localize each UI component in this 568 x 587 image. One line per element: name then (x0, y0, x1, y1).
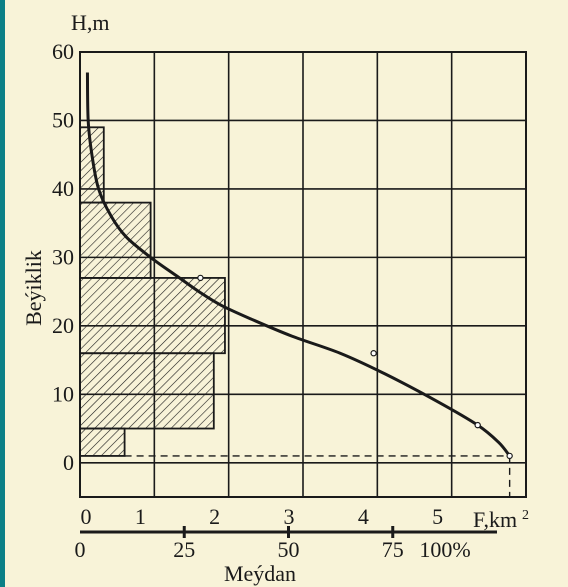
x-tick-label: 3 (284, 504, 295, 529)
x-axis-unit-sup: 2 (522, 508, 529, 523)
y-tick-label: 10 (52, 381, 74, 406)
x-tick-label: 2 (209, 504, 220, 529)
curve-point-marker (506, 452, 513, 460)
x-tick-label: 5 (432, 504, 443, 529)
percent-tick-label: 50 (278, 537, 300, 562)
percent-tick-label: 100% (419, 537, 470, 562)
histogram-bar (79, 352, 215, 430)
percent-tick-label: 25 (173, 537, 195, 562)
histogram-bar (79, 277, 226, 355)
chart-frame: 0 10 20 30 40 50 60 0 1 2 3 4 5 H,m Beýiklik F,km 2 … (5, 0, 568, 587)
x-axis-bottom-title: Meýdan (224, 561, 296, 586)
x-axis-unit: F,km (473, 507, 517, 532)
y-axis-title: Beýiklik (21, 250, 46, 326)
x-tick-label: 0 (81, 504, 92, 529)
reference-dashes (124, 455, 511, 497)
y-axis-unit: H,m (71, 10, 110, 35)
x-tick-label: 4 (358, 504, 369, 529)
tick-labels: 0 10 20 30 40 50 60 0 1 2 3 4 5 (52, 39, 443, 529)
y-tick-label: 40 (52, 176, 74, 201)
y-tick-label: 20 (52, 313, 74, 338)
percent-scale: 0 25 50 75 100% (75, 526, 471, 562)
y-tick-label: 0 (63, 450, 74, 475)
y-tick-label: 30 (52, 244, 74, 269)
y-tick-label: 50 (52, 107, 74, 132)
percent-tick-label: 75 (382, 537, 404, 562)
curve-point-marker (197, 274, 204, 282)
y-tick-label: 60 (52, 39, 74, 64)
curve-point-marker (474, 421, 481, 429)
histogram-bar (79, 427, 126, 457)
curve-point-marker (370, 350, 377, 357)
percent-tick-label: 0 (75, 537, 86, 562)
x-tick-label: 1 (135, 504, 146, 529)
hypsographic-curve (85, 72, 513, 460)
curve-line (85, 72, 511, 457)
histogram-bar (79, 201, 152, 279)
histogram-bars (79, 126, 226, 457)
